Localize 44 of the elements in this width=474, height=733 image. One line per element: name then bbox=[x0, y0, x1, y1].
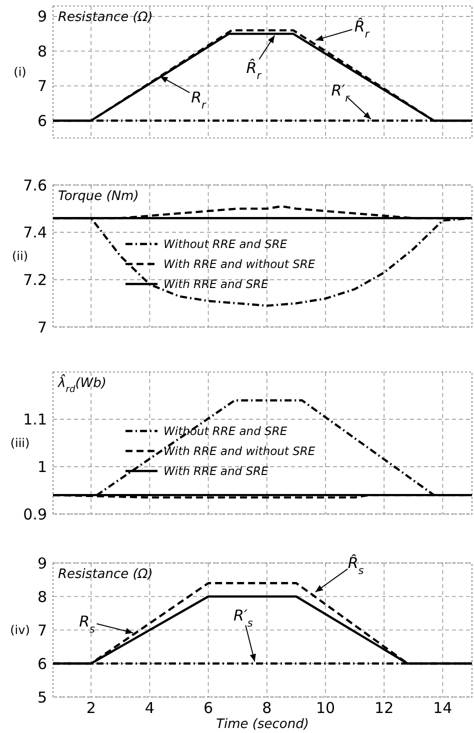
y-tick-label: 5 bbox=[37, 688, 47, 706]
y-tick-label: 8 bbox=[37, 588, 47, 606]
y-tick-label: 7 bbox=[37, 318, 47, 336]
x-tick-label: 2 bbox=[86, 699, 96, 717]
legend-label: With RRE and without SRE bbox=[164, 257, 316, 271]
y-tick-label: 7.4 bbox=[23, 224, 47, 242]
y-axis-title: Resistance (Ω) bbox=[58, 567, 153, 582]
annotation: R̂$_{s}$ bbox=[348, 553, 364, 578]
annotation: R̂$_{r}$ bbox=[246, 58, 262, 82]
annotation: R′$_{s}$ bbox=[234, 606, 254, 630]
text: (iv) bbox=[10, 623, 30, 637]
y-tick-label: 6 bbox=[37, 654, 47, 673]
x-tick-label: 10 bbox=[316, 699, 336, 717]
y-axis-title: λ̂$_{rd}$(Wb) bbox=[57, 374, 106, 395]
annotation: R̂$_{r}$ bbox=[354, 17, 370, 41]
x-tick-label: 14 bbox=[433, 699, 452, 717]
legend-label: With RRE and SRE bbox=[164, 277, 270, 291]
y-tick-label: 7.2 bbox=[23, 270, 47, 289]
x-tick-label: 4 bbox=[144, 699, 154, 717]
annotation: R$_{r}$ bbox=[191, 88, 207, 112]
y-axis-title: Resistance (Ω) bbox=[58, 10, 153, 25]
legend-label: Without RRE and SRE bbox=[164, 237, 288, 251]
y-tick-label: 7 bbox=[37, 621, 47, 640]
y-tick-label: 6 bbox=[37, 112, 47, 130]
x-tick-label: 6 bbox=[204, 699, 214, 717]
y-axis-title: Torque (Nm) bbox=[58, 189, 139, 204]
annotation: R$_{s}$ bbox=[79, 612, 96, 636]
text: (i) bbox=[14, 65, 26, 79]
x-tick-label: 12 bbox=[374, 699, 394, 717]
text: (ii) bbox=[12, 249, 28, 263]
annotation: R′$_{r}$ bbox=[331, 82, 350, 105]
y-tick-label: 1 bbox=[37, 458, 47, 476]
y-tick-label: 9 bbox=[37, 8, 47, 26]
y-tick-label: 0.9 bbox=[23, 505, 47, 524]
x-tick-label: 8 bbox=[262, 699, 272, 717]
legend-label: With RRE and SRE bbox=[164, 464, 270, 478]
text: (iii) bbox=[10, 436, 30, 450]
y-tick-label: 7.6 bbox=[23, 176, 47, 194]
y-tick-label: 9 bbox=[37, 554, 47, 572]
y-tick-label: 1.1 bbox=[23, 410, 47, 429]
y-tick-label: 7 bbox=[37, 77, 47, 96]
x-axis-title: Time (second) bbox=[216, 717, 309, 732]
legend-label: With RRE and without SRE bbox=[164, 444, 316, 458]
y-tick-label: 8 bbox=[37, 42, 47, 60]
